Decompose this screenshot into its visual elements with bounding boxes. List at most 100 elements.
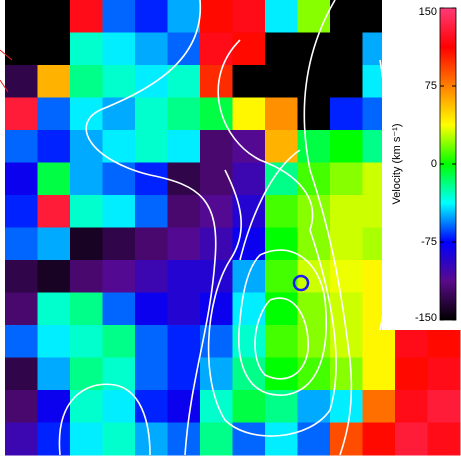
cell: [38, 390, 71, 423]
cell: [135, 130, 168, 163]
cell: [38, 65, 71, 98]
cell: [298, 423, 331, 456]
cell: [168, 260, 201, 293]
cell: [168, 423, 201, 456]
cell: [70, 325, 103, 358]
cell: [103, 33, 136, 66]
colorbar-tick-label: -75: [421, 236, 437, 248]
cell: [135, 163, 168, 196]
cell: [5, 163, 38, 196]
masked-cell: [330, 33, 363, 66]
cell: [298, 130, 331, 163]
cell: [168, 293, 201, 326]
cell: [135, 325, 168, 358]
cell: [135, 0, 168, 33]
cell: [200, 358, 233, 391]
cell: [298, 358, 331, 391]
colorbar-tick-label: -150: [415, 312, 437, 324]
cell: [265, 98, 298, 131]
cell: [298, 390, 331, 423]
masked-cell: [5, 0, 38, 33]
cell: [168, 98, 201, 131]
cell: [428, 358, 461, 391]
cell: [265, 195, 298, 228]
cell: [103, 65, 136, 98]
cell: [38, 293, 71, 326]
cell: [38, 260, 71, 293]
cell: [265, 358, 298, 391]
cell: [135, 98, 168, 131]
cell: [265, 423, 298, 456]
cell: [168, 195, 201, 228]
colorbar-tick-label: 150: [419, 6, 437, 18]
cell: [330, 390, 363, 423]
masked-cell: [38, 0, 71, 33]
cell: [5, 195, 38, 228]
colorbar-tick-label: 75: [425, 80, 437, 92]
masked-cell: [330, 0, 363, 33]
cell: [428, 390, 461, 423]
cell: [70, 423, 103, 456]
cell: [168, 65, 201, 98]
cell: [70, 33, 103, 66]
masked-cell: [298, 98, 331, 131]
cell: [298, 163, 331, 196]
cell: [265, 130, 298, 163]
cell: [5, 293, 38, 326]
cell: [200, 130, 233, 163]
colorbar-tick-label: 0: [431, 158, 437, 170]
cell: [395, 423, 428, 456]
cell: [5, 358, 38, 391]
cell: [200, 163, 233, 196]
cell: [70, 163, 103, 196]
cell: [70, 0, 103, 33]
cell: [233, 390, 266, 423]
cell: [395, 390, 428, 423]
cell: [38, 228, 71, 261]
cell: [233, 423, 266, 456]
cell: [5, 390, 38, 423]
cell: [233, 33, 266, 66]
colorbar-label: Velocity (km s⁻¹): [391, 124, 403, 205]
cell: [70, 195, 103, 228]
cell: [168, 33, 201, 66]
cell: [168, 163, 201, 196]
cell: [135, 423, 168, 456]
cell: [103, 195, 136, 228]
cell: [330, 98, 363, 131]
cell: [70, 65, 103, 98]
cell: [135, 228, 168, 261]
cell: [38, 358, 71, 391]
cell: [330, 130, 363, 163]
cell: [200, 423, 233, 456]
cell: [38, 98, 71, 131]
cell: [5, 228, 38, 261]
cell: [265, 260, 298, 293]
cell: [103, 0, 136, 33]
cell: [233, 260, 266, 293]
cell: [200, 33, 233, 66]
cell: [135, 293, 168, 326]
cell: [395, 358, 428, 391]
cell: [38, 163, 71, 196]
cell: [103, 163, 136, 196]
masked-cell: [38, 33, 71, 66]
cell: [70, 293, 103, 326]
cell: [38, 195, 71, 228]
cell: [200, 228, 233, 261]
cell: [168, 228, 201, 261]
cell: [70, 228, 103, 261]
cell: [103, 423, 136, 456]
cell: [5, 130, 38, 163]
cell: [5, 423, 38, 456]
cell: [200, 65, 233, 98]
cell: [103, 390, 136, 423]
masked-cell: [233, 65, 266, 98]
cell: [135, 260, 168, 293]
masked-cell: [298, 65, 331, 98]
cell: [103, 228, 136, 261]
cell: [5, 325, 38, 358]
cell: [428, 423, 461, 456]
cell: [200, 293, 233, 326]
chart: Velocity (km s⁻¹) 150 75 0 -75 -150: [0, 0, 461, 460]
